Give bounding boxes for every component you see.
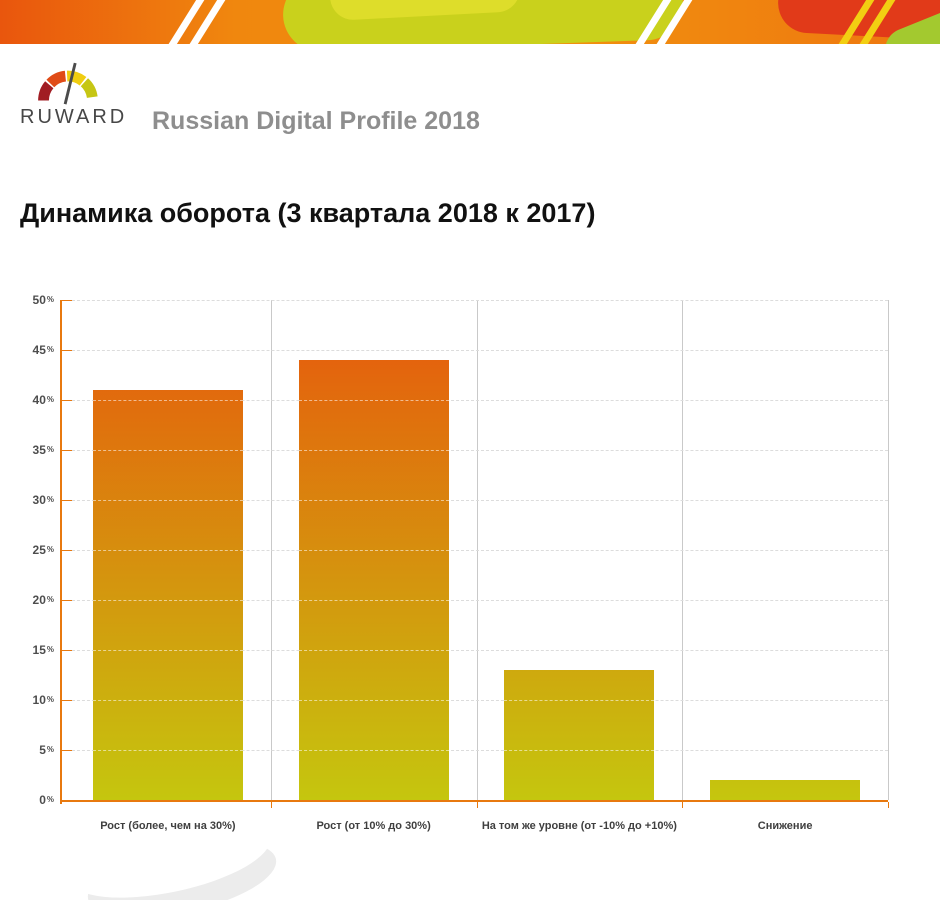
bar-inner-gridline <box>298 450 449 451</box>
y-axis-tick <box>62 750 72 751</box>
y-tick-label: 20% <box>12 592 54 608</box>
y-axis-tick <box>62 400 72 401</box>
bar-inner-gridline <box>298 550 449 551</box>
bar-inner-gridline <box>92 750 243 751</box>
bar-inner-gridline <box>298 600 449 601</box>
x-axis-tick <box>476 802 478 808</box>
bar <box>504 670 655 800</box>
category-label: Рост (от 10% до 30%) <box>316 820 431 832</box>
y-axis-tick <box>62 350 72 351</box>
percent-sign: % <box>46 395 54 404</box>
bar-inner-gridline <box>92 550 243 551</box>
y-tick-number: 45 <box>32 343 46 357</box>
y-tick-label: 35% <box>12 442 54 458</box>
y-tick-label: 40% <box>12 392 54 408</box>
y-axis-tick <box>62 500 72 501</box>
y-tick-label: 45% <box>12 342 54 358</box>
percent-sign: % <box>46 795 54 804</box>
y-tick-label: 50% <box>12 292 54 308</box>
gridline <box>62 350 888 351</box>
gridline <box>62 450 888 451</box>
y-tick-label: 15% <box>12 642 54 658</box>
gridline <box>62 600 888 601</box>
x-axis-tick <box>682 802 684 808</box>
y-tick-number: 25 <box>32 543 46 557</box>
y-axis-line <box>60 300 62 804</box>
y-tick-number: 35 <box>32 443 46 457</box>
y-axis-tick <box>62 600 72 601</box>
y-tick-number: 0 <box>39 793 46 807</box>
logo-text: RUWARD <box>20 106 128 128</box>
percent-sign: % <box>46 545 54 554</box>
y-axis-tick <box>62 800 72 801</box>
y-axis-tick <box>62 650 72 651</box>
bar-inner-gridline <box>504 700 655 701</box>
y-tick-number: 15 <box>32 643 46 657</box>
bar-inner-gridline <box>92 600 243 601</box>
bar-inner-gridline <box>298 500 449 501</box>
gridline <box>62 700 888 701</box>
bar-inner-gridline <box>298 750 449 751</box>
y-tick-number: 50 <box>32 293 46 307</box>
gridline <box>62 550 888 551</box>
x-axis-line <box>60 800 888 802</box>
gridline <box>62 650 888 651</box>
percent-sign: % <box>46 645 54 654</box>
y-tick-number: 5 <box>39 743 46 757</box>
y-axis-tick <box>62 300 72 301</box>
percent-sign: % <box>46 445 54 454</box>
gauge-icon <box>38 62 98 105</box>
bar-inner-gridline <box>92 650 243 651</box>
gridline <box>62 300 888 301</box>
bar-inner-gridline <box>298 700 449 701</box>
category-label: На том же уровне (от -10% до +10%) <box>481 820 677 832</box>
chart-title: Динамика оборота (3 квартала 2018 к 2017… <box>20 198 596 228</box>
y-tick-label: 25% <box>12 542 54 558</box>
bar <box>710 780 861 800</box>
percent-sign: % <box>46 745 54 754</box>
percent-sign: % <box>46 495 54 504</box>
report-subtitle: Russian Digital Profile 2018 <box>152 107 480 135</box>
category-separator <box>888 300 889 800</box>
percent-sign: % <box>46 695 54 704</box>
category-label: Снижение <box>757 820 813 832</box>
y-tick-number: 30 <box>32 493 46 507</box>
bar <box>298 360 449 800</box>
y-tick-number: 10 <box>32 693 46 707</box>
y-tick-label: 5% <box>12 742 54 758</box>
bar <box>92 390 243 800</box>
bar-inner-gridline <box>298 400 449 401</box>
percent-sign: % <box>46 595 54 604</box>
gridline <box>62 400 888 401</box>
bar-inner-gridline <box>92 700 243 701</box>
y-axis-tick <box>62 450 72 451</box>
y-tick-label: 30% <box>12 492 54 508</box>
y-tick-label: 0% <box>12 792 54 808</box>
percent-sign: % <box>46 295 54 304</box>
x-axis-tick <box>270 802 272 808</box>
bar-inner-gridline <box>92 400 243 401</box>
percent-sign: % <box>46 345 54 354</box>
bar-inner-gridline <box>92 450 243 451</box>
y-tick-number: 40 <box>32 393 46 407</box>
ruward-logo: RUWARD <box>20 60 127 129</box>
x-axis-tick <box>888 802 889 808</box>
bar-chart: 0% 5% 10% 15% 20% 25% 30% 35% 40% 45% 50% Рост (бол… <box>0 280 940 880</box>
y-tick-label: 10% <box>12 692 54 708</box>
bar-inner-gridline <box>92 500 243 501</box>
y-axis-tick <box>62 700 72 701</box>
gridline <box>62 750 888 751</box>
y-tick-number: 20 <box>32 593 46 607</box>
decorative-banner <box>0 0 940 44</box>
gridline <box>62 500 888 501</box>
bar-inner-gridline <box>504 750 655 751</box>
bar-inner-gridline <box>298 650 449 651</box>
category-label: Рост (более, чем на 30%) <box>100 820 236 832</box>
y-axis-tick <box>62 550 72 551</box>
